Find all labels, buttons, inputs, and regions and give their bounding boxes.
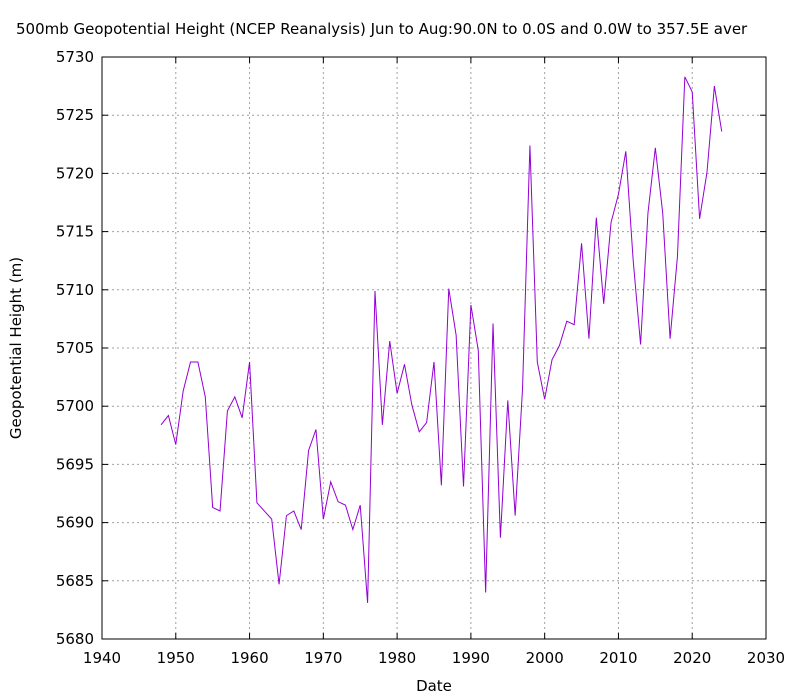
x-tick-label: 1950 xyxy=(157,649,195,667)
y-axis-label: Geopotential Height (m) xyxy=(7,257,25,439)
series-line xyxy=(160,76,723,603)
x-tick-label: 1940 xyxy=(83,649,121,667)
y-tick-label: 5705 xyxy=(56,339,94,357)
grid xyxy=(102,57,766,639)
x-tick-label: 2010 xyxy=(599,649,637,667)
axis-ticks: 1940 1950 1960 1970 1980 1990 2000 2010 2020 2030… xyxy=(56,48,785,667)
x-tick-label: 2000 xyxy=(526,649,564,667)
y-tick-label: 5715 xyxy=(56,223,94,241)
y-tick-label: 5695 xyxy=(56,455,94,473)
y-tick-label: 5725 xyxy=(56,106,94,124)
y-tick-label: 5700 xyxy=(56,397,94,415)
x-tick-label: 1980 xyxy=(378,649,416,667)
x-tick-label: 2020 xyxy=(673,649,711,667)
chart-title: 500mb Geopotential Height (NCEP Reanalys… xyxy=(16,20,748,38)
y-tick-label: 5685 xyxy=(56,572,94,590)
series-layer xyxy=(160,76,723,603)
y-tick-label: 5710 xyxy=(56,281,94,299)
y-tick-label: 5690 xyxy=(56,514,94,532)
x-tick-label: 1990 xyxy=(452,649,490,667)
x-axis-label: Date xyxy=(416,677,452,695)
y-tick-label: 5680 xyxy=(56,630,94,648)
x-tick-label: 1960 xyxy=(230,649,268,667)
x-tick-label: 2030 xyxy=(747,649,785,667)
y-tick-label: 5720 xyxy=(56,164,94,182)
x-tick-label: 1970 xyxy=(304,649,342,667)
y-tick-label: 5730 xyxy=(56,48,94,66)
plot-frame xyxy=(101,56,767,640)
